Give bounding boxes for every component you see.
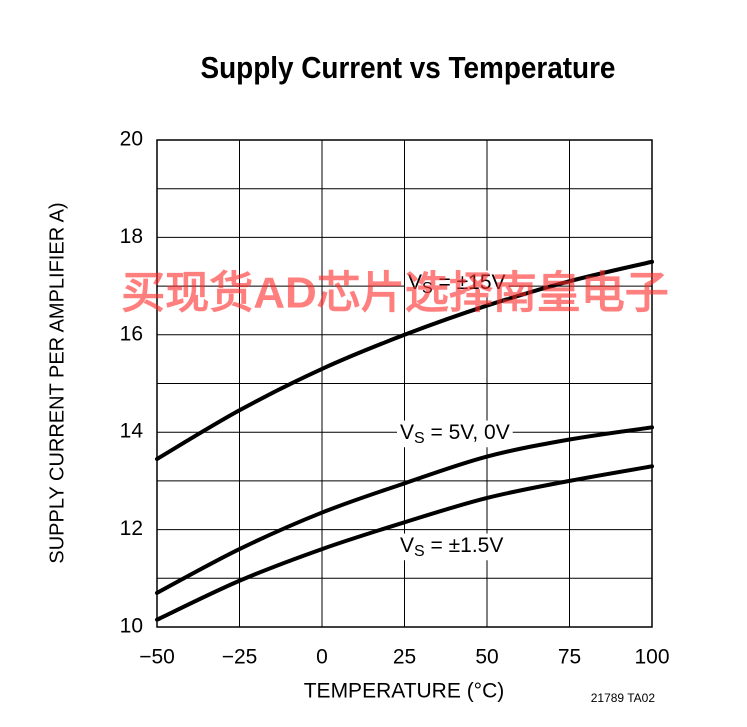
y-tick-label: 12: [120, 517, 143, 540]
series-label-background: [405, 270, 509, 298]
y-tick-label: 10: [120, 615, 143, 638]
y-tick-label: 18: [120, 225, 143, 248]
y-tick-label: 14: [120, 420, 144, 443]
line-series: [155, 464, 654, 622]
x-axis-label: TEMPERATURE (°C): [304, 680, 505, 703]
plot-frame: [156, 139, 653, 628]
y-axis-label: SUPPLY CURRENT PER AMPLIFIER A): [46, 202, 68, 563]
series-label-main: V: [400, 421, 414, 444]
y-tick-label: 16: [120, 322, 143, 345]
series-label-sub: S: [414, 430, 425, 447]
y-tick-label: 20: [120, 128, 143, 151]
chart-title: Supply Current vs Temperature: [201, 51, 616, 86]
x-tick-label: −25: [222, 646, 258, 669]
series-label-rest: = ±15V: [433, 271, 506, 294]
x-tick-label: 100: [634, 646, 669, 669]
series-label-background: [397, 533, 507, 561]
series-label-main: V: [408, 271, 422, 294]
series-label: VS = ±1.5V: [400, 534, 503, 561]
x-tick-label: −50: [139, 646, 175, 669]
series-label: VS = 5V, 0V: [400, 421, 510, 448]
footnote: 21789 TA02: [591, 691, 656, 705]
x-tick-label: 0: [316, 646, 328, 669]
watermark: 买现货AD芯片选择南皇电子: [121, 269, 669, 318]
series-label-sub: S: [414, 543, 425, 560]
series-label-rest: = 5V, 0V: [425, 421, 510, 444]
series-label-rest: = ±1.5V: [425, 534, 504, 557]
series-label-background: [397, 420, 513, 448]
series-label-main: V: [400, 534, 414, 557]
line-series: [155, 425, 654, 595]
x-tick-label: 75: [558, 646, 581, 669]
x-tick-label: 25: [393, 646, 416, 669]
series-label-sub: S: [422, 280, 433, 297]
x-tick-label: 50: [475, 646, 498, 669]
line-series: [155, 259, 654, 461]
series-label: VS = ±15V: [408, 271, 506, 298]
